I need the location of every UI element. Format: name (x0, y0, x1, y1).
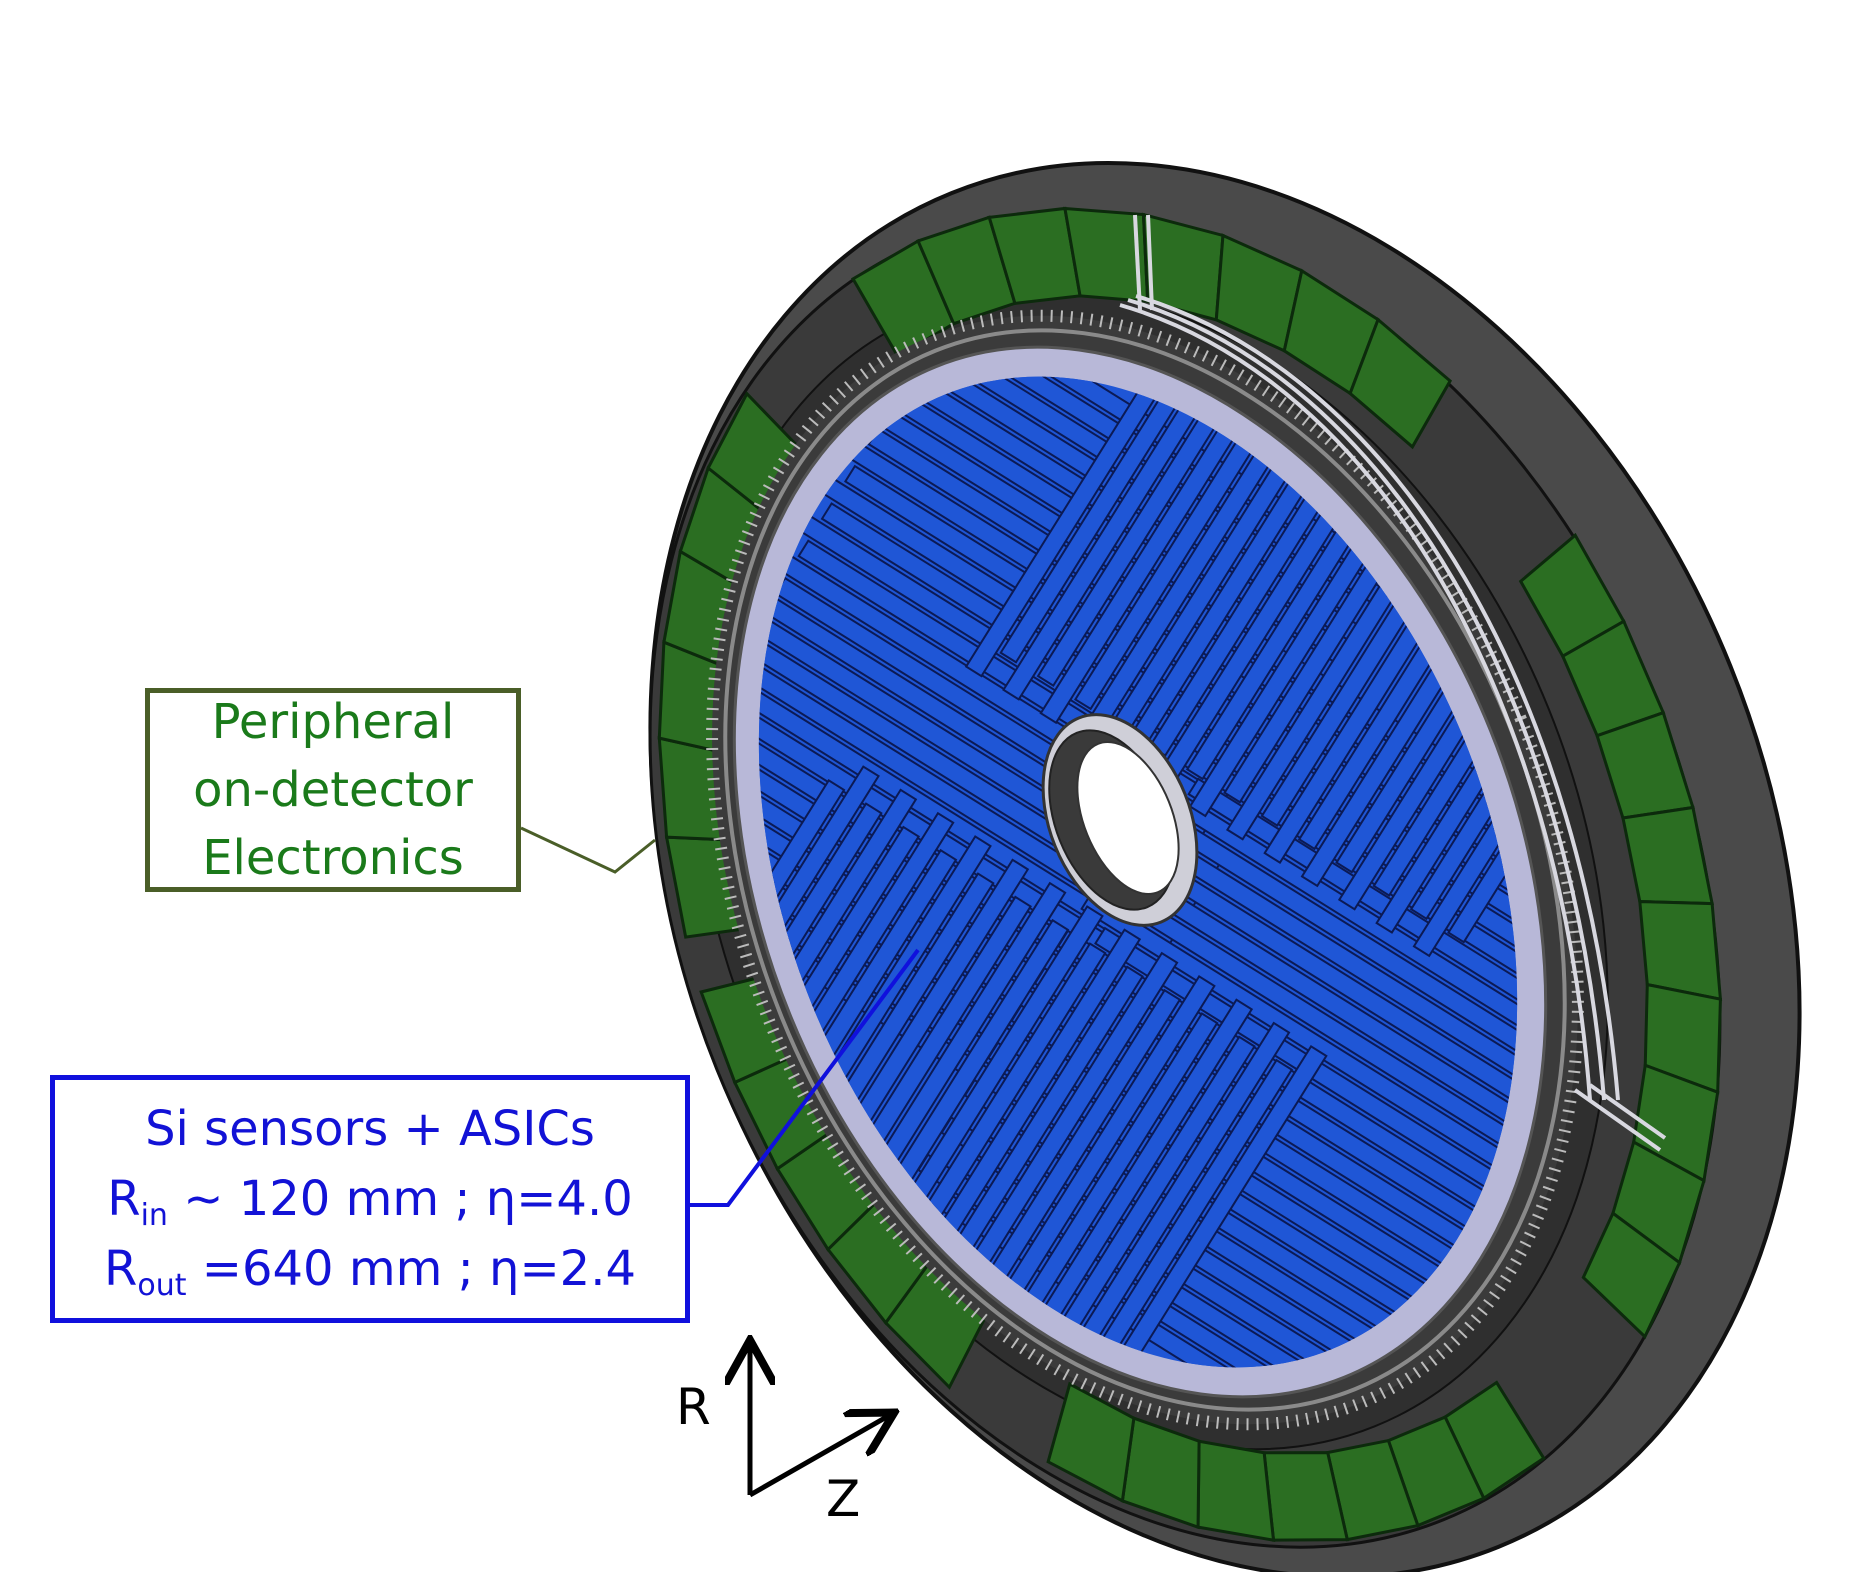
peripheral-line-2: on-detector (193, 756, 473, 824)
r-out-symbol: R (104, 1241, 137, 1297)
si-sensors-title: Si sensors + ASICs (145, 1094, 595, 1164)
r-in-symbol: R (107, 1171, 140, 1227)
z-axis-label: Z (826, 1470, 860, 1528)
r-out-subscript: out (137, 1268, 186, 1303)
z-axis-arrow (750, 1415, 890, 1495)
peripheral-line-1: Peripheral (212, 688, 455, 756)
peripheral-leader-line (521, 828, 655, 872)
r-axis-label: R (676, 1378, 711, 1436)
electronics-box (1198, 1441, 1273, 1540)
peripheral-line-3: Electronics (202, 824, 464, 892)
r-out-text: =640 mm ; η=2.4 (186, 1241, 636, 1297)
r-out-line: Rout =640 mm ; η=2.4 (104, 1234, 636, 1304)
r-in-line: Rin ~ 120 mm ; η=4.0 (107, 1164, 633, 1234)
r-in-text: ~ 120 mm ; η=4.0 (168, 1171, 633, 1227)
peripheral-electronics-callout: Peripheral on-detector Electronics (145, 688, 521, 892)
r-in-subscript: in (141, 1198, 168, 1233)
si-sensors-callout: Si sensors + ASICs Rin ~ 120 mm ; η=4.0 … (50, 1075, 690, 1323)
